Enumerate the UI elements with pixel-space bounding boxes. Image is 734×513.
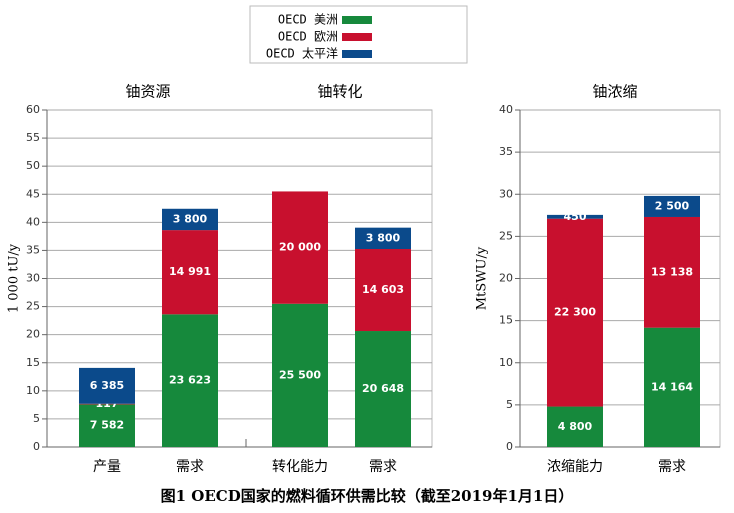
x-tick-label: 需求 [658,459,686,475]
data-label: 22 300 [554,306,596,319]
legend-label: OECD 欧洲 [278,30,338,44]
y-tick-label: 10 [499,356,513,369]
bar-segment [272,191,328,304]
data-label: 7 582 [90,419,124,432]
group-label: 铀资源 [125,83,170,101]
bar-segment [355,227,411,250]
y-tick-label: 10 [26,384,40,397]
y-tick-label: 25 [499,229,513,242]
x-tick-label: 需求 [369,459,397,475]
x-tick-label: 转化能力 [272,459,328,475]
y-tick-label: 55 [26,131,40,144]
y-tick-label: 40 [499,103,513,116]
data-label: 25 500 [279,368,321,381]
data-label: 3 800 [366,231,401,244]
data-label: 450 [564,210,587,223]
y-tick-label: 35 [26,243,40,256]
data-label: 14 991 [169,265,211,278]
y-tick-label: 60 [26,103,40,116]
y-tick-label: 20 [26,328,40,341]
legend-swatch [342,16,372,24]
y-tick-label: 0 [506,440,513,453]
bar-segment [355,249,411,332]
bar-segment [162,208,218,231]
y-tick-label: 15 [499,314,513,327]
legend-label: OECD 太平洋 [266,46,338,61]
y-tick-label: 35 [499,145,513,158]
x-tick-label: 浓缩能力 [547,459,603,475]
y-tick-label: 45 [26,187,40,200]
data-label: 23 623 [169,374,211,387]
data-label: 4 800 [558,420,593,433]
bar-segment [162,314,218,447]
legend-swatch [342,50,372,58]
bar-segment [79,367,135,404]
y-tick-label: 50 [26,159,40,172]
x-tick-label: 需求 [176,459,204,475]
y-tick-label: 15 [26,356,40,369]
bar-segment [162,230,218,315]
data-label: 13 138 [651,265,693,278]
bar-segment [79,404,135,447]
bar-segment [644,216,700,328]
data-label: 14 603 [362,283,404,296]
y-tick-label: 5 [506,398,513,411]
y-tick-label: 30 [26,272,40,285]
legend-label: OECD 美洲 [278,13,338,27]
data-label: 2 500 [655,199,690,212]
data-label: 6 385 [90,379,124,392]
bar-segment [644,327,700,447]
group-label: 铀转化 [317,83,362,101]
y-tick-label: 20 [499,272,513,285]
data-label: 3 800 [173,212,208,225]
y-tick-label: 30 [499,187,513,200]
y-axis-label: MtSWU/y [475,246,490,310]
caption: 图1 OECD国家的燃料循环供需比较（截至2019年1月1日） [161,487,574,505]
legend-swatch [342,33,372,41]
bar-segment [79,403,135,405]
bar-segment [272,303,328,447]
chart-title: 铀浓缩 [592,83,637,101]
bar-segment [547,406,603,447]
bar-segment [355,331,411,447]
y-tick-label: 40 [26,215,40,228]
y-tick-label: 5 [33,412,40,425]
data-label: 20 648 [362,382,404,395]
y-tick-label: 0 [33,440,40,453]
bar-segment [547,214,603,219]
y-tick-label: 25 [26,300,40,313]
x-tick-label: 产量 [93,459,121,475]
bar-segment [644,195,700,217]
y-axis-label: 1 000 tU/y [7,243,22,313]
bar-segment [547,218,603,407]
data-label: 14 164 [651,380,693,393]
data-label: 20 000 [279,241,321,254]
